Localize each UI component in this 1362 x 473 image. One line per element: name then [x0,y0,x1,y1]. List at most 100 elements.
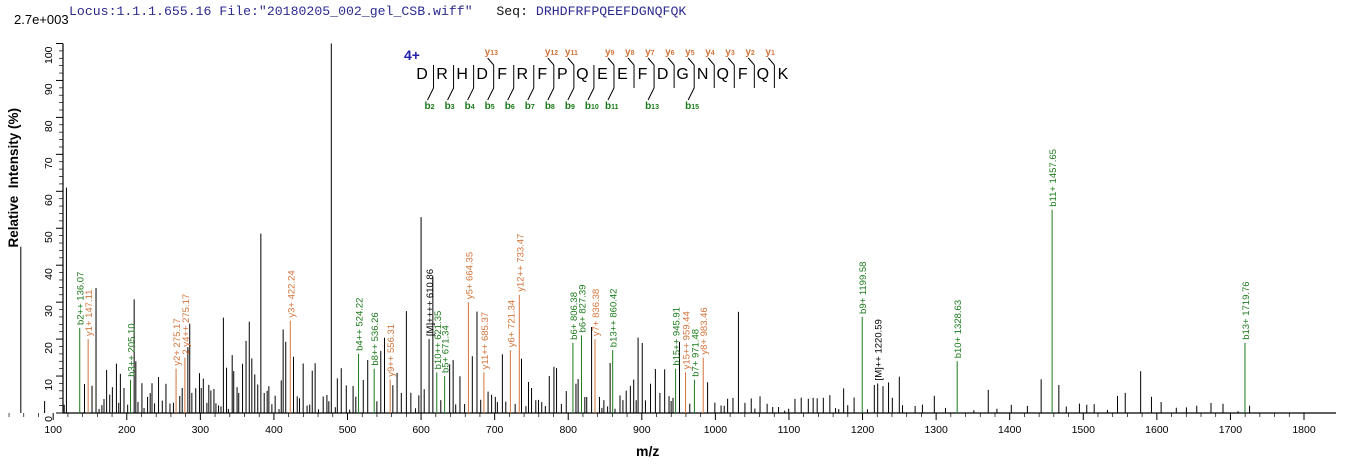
svg-text:b15: b15 [685,101,699,112]
svg-text:b3: b3 [445,101,455,112]
svg-text:b2++ 136.07: b2++ 136.07 [76,272,87,325]
svg-text:F: F [738,66,748,83]
svg-text:K: K [778,66,789,83]
svg-text:D: D [476,66,488,83]
svg-text:y5: y5 [685,47,695,58]
svg-text:4+: 4+ [404,47,420,63]
svg-text:30: 30 [43,305,55,317]
svg-text:H: H [456,66,468,83]
svg-text:G: G [676,66,688,83]
svg-text:500: 500 [339,424,357,436]
svg-text:y8+ 983.46: y8+ 983.46 [699,307,710,354]
svg-text:[M]++ 1220.59: [M]++ 1220.59 [874,319,885,380]
svg-text:y8: y8 [625,47,635,58]
svg-text:y15++ 959.44: y15++ 959.44 [682,311,693,369]
svg-text:2 y4++ 275.17: 2 y4++ 275.17 [181,294,192,355]
svg-text:1100: 1100 [778,424,801,436]
svg-text:y9++ 556.31: y9++ 556.31 [386,324,397,377]
svg-text:y1: y1 [765,47,775,58]
svg-text:D: D [416,66,428,83]
svg-text:80: 80 [43,120,55,132]
svg-text:1400: 1400 [998,424,1022,436]
svg-text:700: 700 [486,424,504,436]
svg-text:b11: b11 [605,101,619,112]
svg-text:E: E [597,66,608,83]
svg-text:D: D [657,66,669,83]
svg-text:b2: b2 [425,101,435,112]
svg-text:y2: y2 [745,47,755,58]
svg-text:800: 800 [559,424,577,436]
svg-text:y11: y11 [565,47,578,58]
svg-text:b13+ 1719.76: b13+ 1719.76 [1241,281,1252,339]
svg-text:y12: y12 [545,47,558,58]
svg-text:b8++ 536.26: b8++ 536.26 [370,312,381,365]
svg-text:y7: y7 [645,47,655,58]
svg-text:90: 90 [43,83,55,95]
svg-text:1000: 1000 [704,424,728,436]
svg-text:y13: y13 [485,47,498,58]
svg-text:100: 100 [43,46,55,64]
svg-text:b5+ 671.34: b5+ 671.34 [441,325,452,373]
svg-text:b10: b10 [585,101,599,112]
svg-text:b4: b4 [465,101,475,112]
svg-text:y9: y9 [605,47,615,58]
svg-text:600: 600 [412,424,430,436]
svg-text:b10+ 1328.63: b10+ 1328.63 [953,300,964,358]
svg-text:R: R [516,66,528,83]
svg-text:y7+ 836.38: y7+ 836.38 [591,289,602,336]
svg-text:200: 200 [118,424,136,436]
svg-text:10: 10 [43,379,55,391]
svg-text:1600: 1600 [1145,424,1169,436]
svg-text:P: P [557,66,568,83]
svg-text:b6+ 827.39: b6+ 827.39 [577,285,588,333]
svg-text:400: 400 [265,424,283,436]
svg-text:F: F [537,66,547,83]
svg-text:y1+ 147.11: y1+ 147.11 [84,290,95,337]
svg-text:y6+ 721.34: y6+ 721.34 [506,300,517,347]
svg-text:b7: b7 [525,101,535,112]
svg-text:70: 70 [43,157,55,169]
svg-text:40: 40 [43,268,55,280]
svg-text:300: 300 [192,424,210,436]
svg-text:50: 50 [43,231,55,243]
svg-text:b5: b5 [485,101,495,112]
svg-text:b4++ 524.22: b4++ 524.22 [355,298,366,351]
svg-text:900: 900 [633,424,651,436]
svg-text:1200: 1200 [851,424,875,436]
svg-text:y12++ 733.47: y12++ 733.47 [515,234,526,292]
svg-text:1800: 1800 [1292,424,1316,436]
svg-text:b9: b9 [565,101,575,112]
svg-text:b3++ 205.10: b3++ 205.10 [127,323,138,376]
svg-text:0: 0 [43,416,55,422]
svg-text:Q: Q [717,66,729,83]
svg-text:1700: 1700 [1219,424,1243,436]
svg-text:b8: b8 [545,101,555,112]
svg-text:b13++ 860.42: b13++ 860.42 [609,289,620,348]
svg-text:E: E [617,66,628,83]
svg-text:b9+ 1199.58: b9+ 1199.58 [858,262,869,314]
svg-text:y3: y3 [725,47,735,58]
svg-text:Q: Q [576,66,588,83]
svg-text:F: F [638,66,648,83]
svg-text:b13: b13 [645,101,659,112]
svg-text:b6+ 806.38: b6+ 806.38 [569,292,580,340]
svg-text:60: 60 [43,194,55,206]
svg-text:b7+ 971.48: b7+ 971.48 [690,329,701,377]
svg-text:b10++ 621.35: b10++ 621.35 [433,311,444,370]
svg-text:1500: 1500 [1072,424,1096,436]
svg-text:N: N [697,66,709,83]
svg-text:y5+ 664.35: y5+ 664.35 [464,252,475,299]
svg-text:y11++ 685.37: y11++ 685.37 [480,312,491,369]
svg-text:1300: 1300 [924,424,948,436]
svg-text:20: 20 [43,342,55,354]
svg-text:y2+ 275.17: y2+ 275.17 [172,318,183,365]
svg-text:100: 100 [44,424,62,436]
svg-text:y3+ 422.24: y3+ 422.24 [286,270,297,317]
svg-text:y4: y4 [705,47,715,58]
svg-text:Q: Q [757,66,769,83]
svg-text:R: R [436,66,448,83]
svg-text:b15++ 945.91: b15++ 945.91 [672,307,683,366]
svg-text:y6: y6 [665,47,675,58]
svg-text:F: F [497,66,507,83]
svg-text:b11+ 1457.65: b11+ 1457.65 [1048,149,1059,207]
